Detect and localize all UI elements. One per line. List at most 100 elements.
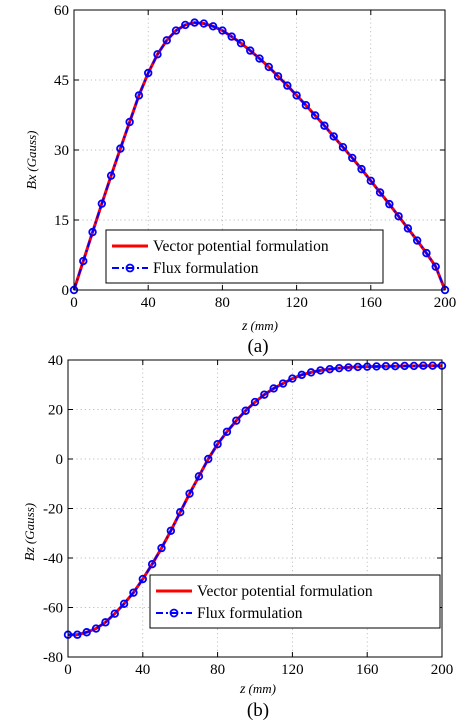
chart-a-series-1-point — [255, 54, 264, 63]
chart-a-xtick-label: 120 — [285, 295, 308, 311]
chart-b-legend-label-0: Vector potential formulation — [197, 583, 373, 600]
chart-a-series-1-point — [106, 171, 116, 180]
chart-b-series-1-point — [250, 397, 260, 407]
chart-a-series-1-point — [431, 262, 440, 271]
chart-b-xtick-label: 80 — [210, 662, 225, 678]
chart-b-legend-box — [149, 574, 441, 629]
chart-a-series-1-point — [264, 62, 273, 72]
chart-b-series-1-point — [391, 361, 400, 371]
chart-b-series-1-point — [325, 364, 334, 374]
chart-a-series-1-point — [357, 164, 366, 174]
chart-a-ytick-label: 15 — [54, 213, 69, 229]
chart-a-series-1-point — [422, 248, 431, 258]
chart-b-xtick-label: 160 — [356, 662, 379, 678]
chart-b: 0 40 80 120 160 200 -80 -60 -40 -20 0 20 40 Vector po… — [43, 353, 453, 678]
chart-b-xtick-label: 200 — [431, 662, 454, 678]
chart-a-caption: (a) — [247, 336, 268, 357]
chart-a-series-1-point — [199, 19, 209, 28]
chart-a-series-1-point — [208, 22, 218, 31]
chart-a-series-1-point — [218, 26, 227, 35]
chart-b-series-1-point — [213, 439, 222, 449]
chart-a-series-1-point — [348, 153, 357, 163]
chart-a-series-1-point — [227, 32, 236, 41]
chart-b-series-1-point — [129, 588, 138, 597]
chart-b-series-1-point — [306, 368, 316, 377]
chart-a-series-1-point — [143, 68, 153, 78]
chart-b-series-1-point — [147, 559, 157, 569]
chart-b-series-1-point — [334, 363, 344, 373]
chart-b-ytick-label: -40 — [43, 551, 63, 567]
chart-b-ytick-label: -20 — [43, 502, 63, 518]
chart-a-series-1-point — [412, 236, 422, 245]
chart-b-caption: (b) — [247, 700, 269, 721]
chart-a-series-1-point — [366, 176, 375, 185]
chart-b-series-1-point — [269, 384, 278, 393]
chart-b-series-1-point — [344, 363, 353, 372]
chart-a-series-1-point — [375, 188, 385, 197]
chart-a-series-1-point — [116, 144, 125, 153]
chart-a-series-1-point — [125, 117, 134, 127]
chart-b-legend-label-1: Flux formulation — [197, 605, 303, 622]
chart-b-series-1-point — [204, 454, 213, 464]
chart-a-series-1-point — [190, 18, 199, 27]
chart-a-series-1-point — [329, 132, 338, 141]
chart-a-ylabel: Bx(Gauss) — [24, 131, 40, 190]
chart-a-series-1-point — [97, 199, 107, 208]
chart-a-ytick-label: 60 — [54, 3, 69, 19]
chart-b-ylabel: Bz(Gauss) — [22, 503, 38, 561]
chart-a-series-1-point — [236, 38, 246, 48]
chart-b-series-1-point — [157, 543, 166, 553]
chart-b-series-1-point — [82, 628, 91, 637]
chart-b-series-1-point — [175, 508, 185, 517]
chart-b-series-1-point — [119, 599, 129, 608]
chart-b-ytick-label: -80 — [43, 650, 63, 666]
chart-a-legend-label-0: Vector potential formulation — [153, 238, 329, 255]
chart-b-series-1-point — [166, 526, 176, 535]
chart-a-series-1-point — [134, 91, 144, 100]
chart-a-xtick-label: 160 — [360, 295, 383, 311]
chart-b-series-1-point — [353, 362, 363, 372]
chart-b-series-1-point — [194, 472, 204, 481]
chart-a-series-1-point — [320, 121, 329, 130]
chart-a: 0 40 80 120 160 200 0 15 30 45 60 Vector potential … — [54, 3, 456, 311]
chart-b-xtick-label: 0 — [64, 662, 72, 678]
chart-b-series-1-point — [288, 374, 297, 383]
chart-b-series-1-point — [316, 366, 325, 375]
chart-a-series-1-point — [385, 199, 394, 209]
chart-a-series-1-point — [79, 256, 88, 266]
chart-b-legend-marker-1 — [169, 608, 179, 618]
chart-b-ytick-label: 40 — [48, 353, 63, 369]
chart-a-legend: Vector potential formulation Flux formula… — [105, 229, 384, 284]
chart-b-series-1-point — [138, 574, 147, 584]
chart-b-ytick-label: 0 — [56, 452, 64, 468]
chart-b-series-1-point — [400, 361, 409, 371]
chart-a-legend-box — [105, 229, 384, 284]
chart-b-series-1-point — [101, 618, 110, 627]
chart-a-xlabel: z (mm) — [241, 318, 278, 334]
chart-a-series-1-point — [301, 100, 311, 110]
chart-b-series-1-point — [409, 361, 419, 371]
chart-a-ytick-label: 30 — [54, 143, 69, 159]
chart-b-series-1-point — [222, 427, 232, 436]
chart-b-series-1-point — [428, 361, 437, 370]
chart-b-series-1-point — [297, 370, 306, 380]
chart-b-series-1-point — [110, 609, 119, 618]
chart-a-series-1-point — [246, 46, 255, 55]
chart-a-series-1-point — [403, 224, 413, 233]
chart-b-series-1-point — [278, 379, 288, 388]
chart-a-xtick-label: 80 — [215, 295, 230, 311]
chart-a-series-1-point — [162, 36, 171, 45]
chart-a-series-1-line — [73, 21, 446, 291]
chart-b-xtick-label: 40 — [135, 662, 150, 678]
chart-b-ytick-label: -60 — [43, 601, 63, 617]
chart-b-legend: Vector potential formulation Flux formula… — [149, 574, 441, 629]
chart-a-xtick-label: 0 — [70, 295, 78, 311]
chart-a-series-1-point — [292, 91, 301, 100]
chart-b-series-1-point — [241, 406, 250, 415]
chart-b-series-1-point — [73, 630, 82, 639]
chart-b-series-1-point — [260, 390, 269, 399]
chart-a-xtick-label: 40 — [141, 295, 156, 311]
chart-a-ytick-label: 45 — [54, 73, 69, 89]
chart-b-xlabel: z (mm) — [239, 681, 276, 697]
